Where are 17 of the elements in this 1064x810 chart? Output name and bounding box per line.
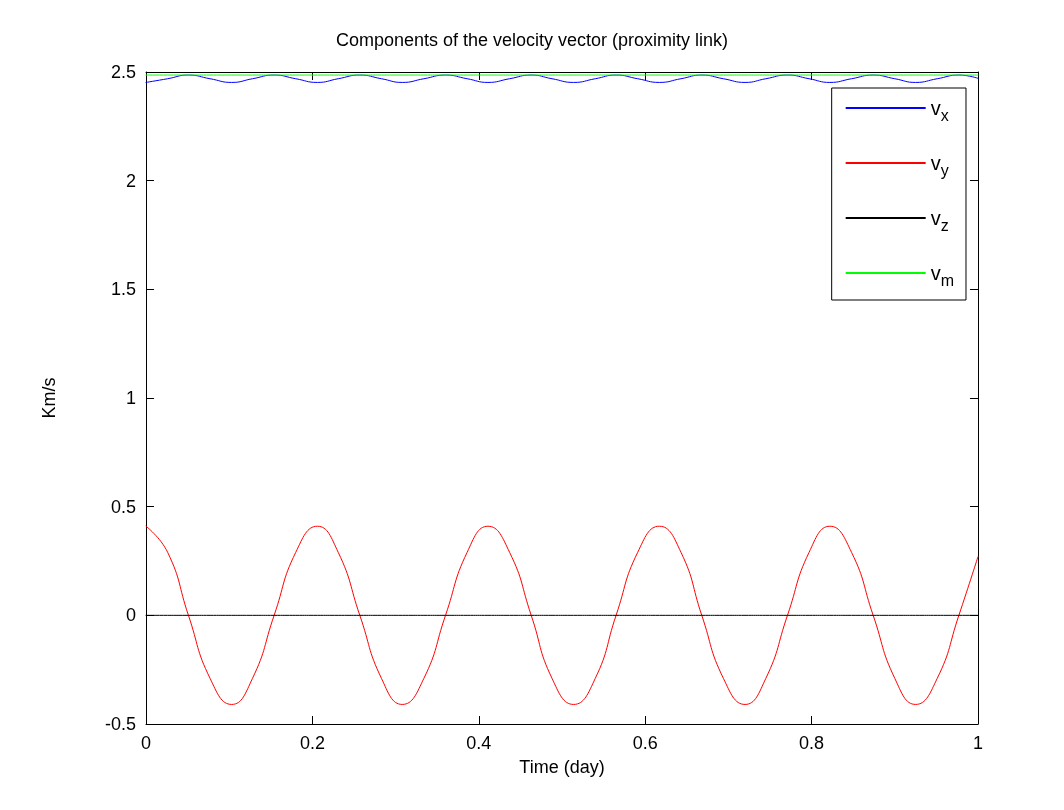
y-tick-label: 2.5 <box>110 62 136 82</box>
x-tick-label: 0.2 <box>299 733 325 753</box>
y-tick-label: 0.5 <box>110 496 136 517</box>
chart-title: Components of the velocity vector (proximity link) <box>335 30 729 50</box>
x-tick-label: 1 <box>972 733 984 753</box>
line-series <box>145 525 979 705</box>
y-tick-label: 2 <box>125 170 136 191</box>
y-tick-label: 0 <box>125 605 136 626</box>
y-tick-label: -0.5 <box>104 714 136 734</box>
y-axis-title: Km/s <box>39 377 59 419</box>
x-tick-label: 0 <box>140 733 152 753</box>
y-tick-label: 1.5 <box>110 279 136 300</box>
y-tick-label: 1 <box>125 388 136 408</box>
x-tick-label: 0.8 <box>799 733 825 753</box>
x-tick-label: 0.6 <box>632 733 658 753</box>
x-tick-label: 0.4 <box>466 733 492 753</box>
x-axis-title: Time (day) <box>519 757 605 777</box>
